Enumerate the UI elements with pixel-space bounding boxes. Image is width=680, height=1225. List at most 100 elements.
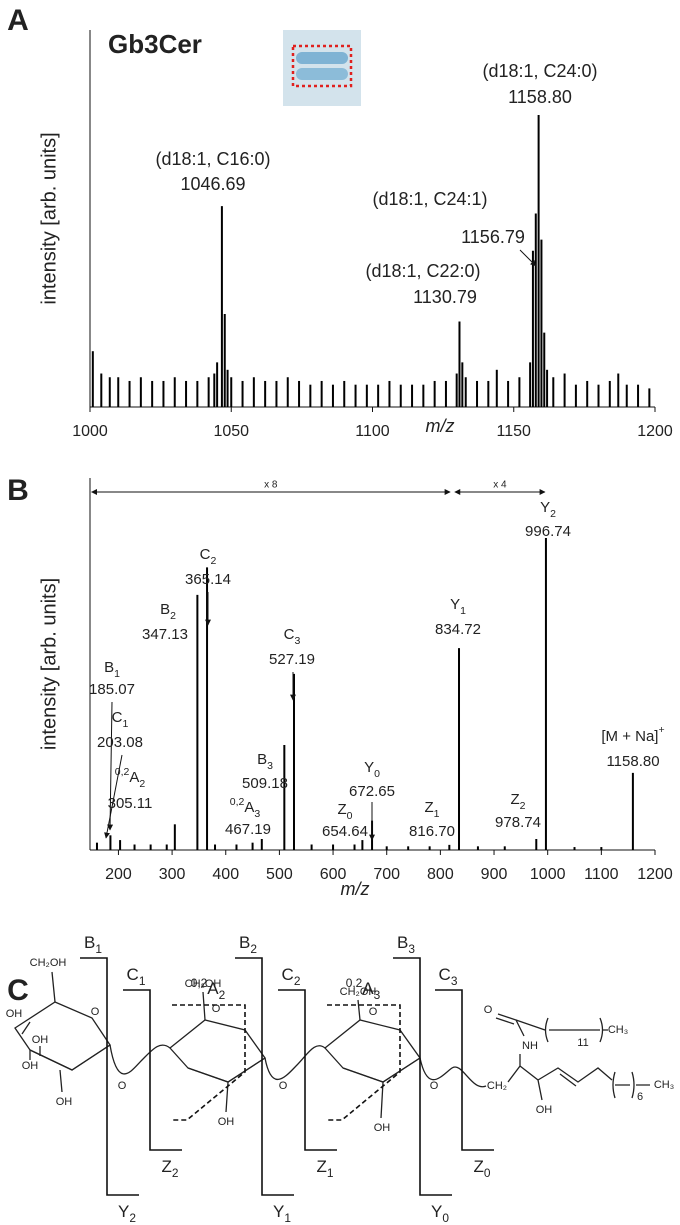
peak-label: 203.08 [97,734,143,751]
fragment-label: C1 [127,965,146,988]
atom-label: O [91,1006,100,1018]
atom-label: OH [374,1122,391,1134]
fragment-label-sub: 0 [484,1166,491,1180]
x-tick-label: 1200 [637,423,673,440]
fragment-label-sub: 2 [294,974,301,988]
fragment-label-sub: 2 [250,942,257,956]
atom-label: 11 [577,1037,588,1049]
x-tick-label: 200 [105,866,132,883]
ion-label-ion: Y [540,499,550,516]
atom-label: 6 [637,1091,643,1103]
ion-label-sub: 2 [520,800,526,812]
fragment-label-ion: Y [431,1202,442,1221]
fragment-label-ion: C [127,965,139,984]
fragment-label: B3 [397,933,415,956]
x-tick-label: 700 [373,866,400,883]
atom-label: OH [6,1008,23,1020]
ion-label: C2 [200,546,217,567]
fragment-label-sub: 3 [451,974,458,988]
x-tick-label: 1000 [72,423,108,440]
x-tick-label: 400 [212,866,239,883]
ion-label-ion: Z [510,791,519,808]
peak-label: 1046.69 [180,174,245,194]
ion-label-sup: + [658,724,664,736]
ion-label: [M + Na]+ [601,724,664,745]
ion-label-sub: 2 [139,778,145,790]
fragment-label-sub: 3 [374,988,381,1002]
peak-label: 1158.80 [606,753,659,770]
panel-label: C [7,974,29,1007]
fragment-label-ion: A [362,979,374,998]
x-tick-label: 1200 [637,866,673,883]
cleavage-line [393,957,452,1196]
fragment-label-ion: B [239,933,250,952]
fragment-label-sub: 1 [139,974,146,988]
fragment-label: B1 [84,933,102,956]
cleavage-line [235,957,294,1196]
ion-label-sub: 1 [114,668,120,680]
fragment-label: Y0 [431,1202,449,1225]
fragment-label: B2 [239,933,257,956]
peak-label: 816.70 [409,823,455,840]
ion-label-pre: 0,2 [115,766,130,778]
fragment-label-sub: 0 [442,1211,449,1225]
fragment-label-sub: 2 [219,988,226,1002]
fragment-label-sub: 1 [284,1211,291,1225]
atom-label: NH [522,1040,538,1052]
x-tick-label: 1050 [213,423,249,440]
fragment-label: Z0 [473,1157,490,1180]
arrow [519,249,537,267]
fragment-label: 0,2A2 [191,976,226,1002]
ion-label-sub: 2 [211,555,217,567]
fragment-label-ion: A [207,979,219,998]
ion-label-ion: [M + Na] [601,728,658,745]
annotation-name: (d18:1, C16:0) [155,149,270,169]
x-tick-label: 1100 [584,866,619,883]
ion-label-sub: 3 [295,635,301,647]
ion-label-ion: B [257,751,267,768]
peak-label: 1158.80 [508,87,572,107]
annotation-name: (d18:1, C22:0) [365,261,480,281]
fragment-label-sub: 3 [408,942,415,956]
ion-label-ion: Y [450,596,460,613]
ion-label-ion: Y [364,759,374,776]
peak-label: 305.11 [108,795,153,812]
ion-label-sub: 2 [550,508,556,520]
ion-label-ion: C [284,626,295,643]
fragment-label: C3 [439,965,458,988]
atom-label: CH₂OH [185,978,222,990]
x-tick-label: 1000 [530,866,566,883]
x-tick-label: 500 [266,866,293,883]
ion-label-ion: C [200,546,211,563]
atom-label: O [279,1080,288,1092]
fragment-label: Z2 [161,1157,178,1180]
ion-label-sub: 2 [170,610,176,622]
ion-label-sub: 1 [434,808,440,820]
x-tick-label: 900 [481,866,508,883]
fragment-label-ion: Z [473,1157,483,1176]
ion-label-ion: B [160,601,170,618]
peak-label: 978.74 [495,814,541,831]
fragment-label-pre: 0,2 [191,976,208,990]
fragment-label-ion: Y [118,1202,129,1221]
y-axis-label: intensity [arb. units] [38,132,60,304]
annotation-name: (d18:1, C24:0) [482,61,597,81]
ion-label: 0,2A3 [230,796,261,820]
x-tick-label: 800 [427,866,454,883]
atom-label: OH [56,1096,73,1108]
structure [14,971,650,1119]
ion-label: Z2 [510,791,525,812]
peak-label: 672.65 [349,783,395,800]
ion-label-ion: A [244,799,254,816]
cleavage-line [278,989,337,1151]
fragment-label-ion: Y [273,1202,284,1221]
atom-label: OH [32,1034,49,1046]
peak-label: 347.13 [142,626,188,643]
ion-label: Y0 [364,759,380,780]
x-tick-label: 1100 [355,423,390,440]
ion-label-pre: 0,2 [230,796,245,808]
fragment-label: C2 [282,965,301,988]
peak-label: 527.19 [269,651,315,668]
atom-label: CH₂OH [30,957,67,969]
